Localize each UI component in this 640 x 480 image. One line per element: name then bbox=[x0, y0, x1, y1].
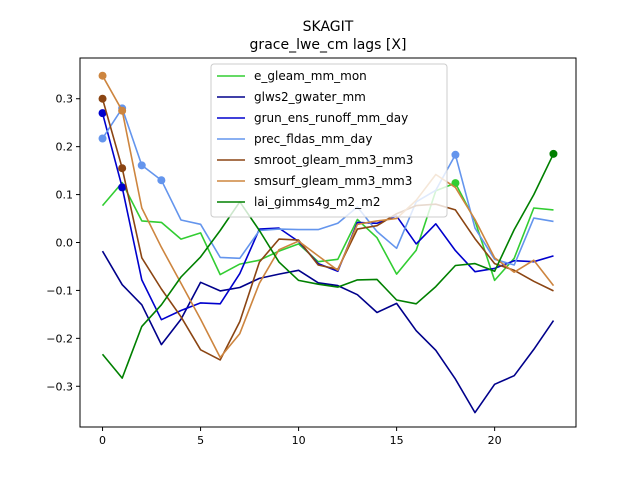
data-point-marker bbox=[137, 161, 146, 170]
series-line-glws2-gwater-mm bbox=[101, 250, 555, 414]
y-tick-label: 0.2 bbox=[56, 141, 74, 154]
legend-box bbox=[210, 63, 448, 218]
x-tick-label: 0 bbox=[99, 434, 106, 447]
axes-frame bbox=[79, 57, 577, 428]
series-line-prec-fldas-mm-day bbox=[101, 107, 554, 266]
data-point-marker bbox=[451, 150, 460, 159]
series-line-e-gleam-mm-mon bbox=[101, 181, 554, 282]
y-tick-label: 0.1 bbox=[56, 189, 74, 202]
data-point-marker bbox=[98, 94, 107, 103]
y-tick-label: −0.3 bbox=[46, 380, 73, 393]
x-tick-label: 20 bbox=[488, 434, 502, 447]
x-tick-label: 5 bbox=[197, 434, 204, 447]
data-point-marker bbox=[451, 179, 460, 188]
legend-label: prec_fldas_mm_day bbox=[254, 132, 373, 146]
x-tick-label: 15 bbox=[390, 434, 404, 447]
chart-title: SKAGIT bbox=[303, 19, 354, 35]
legend: e_gleam_mm_mon glws2_gwater_mm grun_ens_ru… bbox=[210, 63, 448, 218]
series-line-smsurf-gleam-mm3-mm3 bbox=[101, 75, 555, 359]
data-point-marker bbox=[549, 149, 558, 158]
data-point-marker bbox=[118, 183, 127, 192]
axis-ticks: 0 5 10 15 20 −0.3 −0.2 −0.1 0.0 0.1 0.2 0.3 bbox=[46, 93, 501, 447]
x-tick-label: 10 bbox=[292, 434, 306, 447]
legend-label: grun_ens_runoff_mm_day bbox=[254, 111, 408, 125]
data-point-marker bbox=[98, 134, 107, 143]
data-point-marker bbox=[118, 164, 127, 173]
data-point-marker bbox=[98, 109, 107, 118]
series-line-lai-gimms4g-m2-m2 bbox=[101, 153, 555, 379]
chart-subtitle: grace_lwe_cm lags [X] bbox=[250, 37, 407, 53]
y-tick-label: 0.0 bbox=[56, 237, 74, 250]
data-point-marker bbox=[98, 71, 107, 80]
plot-area bbox=[98, 71, 558, 414]
legend-label: smroot_gleam_mm3_mm3 bbox=[254, 153, 413, 167]
y-tick-label: −0.2 bbox=[46, 332, 73, 345]
legend-label: e_gleam_mm_mon bbox=[254, 69, 367, 83]
y-tick-label: −0.1 bbox=[46, 284, 73, 297]
legend-label: lai_gimms4g_m2_m2 bbox=[254, 195, 381, 209]
series-line-smroot-gleam-mm3-mm3 bbox=[101, 98, 554, 361]
data-point-marker bbox=[118, 106, 127, 115]
data-point-marker bbox=[157, 176, 166, 185]
legend-label: smsurf_gleam_mm3_mm3 bbox=[254, 174, 412, 188]
y-tick-label: 0.3 bbox=[56, 93, 74, 106]
legend-label: glws2_gwater_mm bbox=[254, 90, 366, 104]
